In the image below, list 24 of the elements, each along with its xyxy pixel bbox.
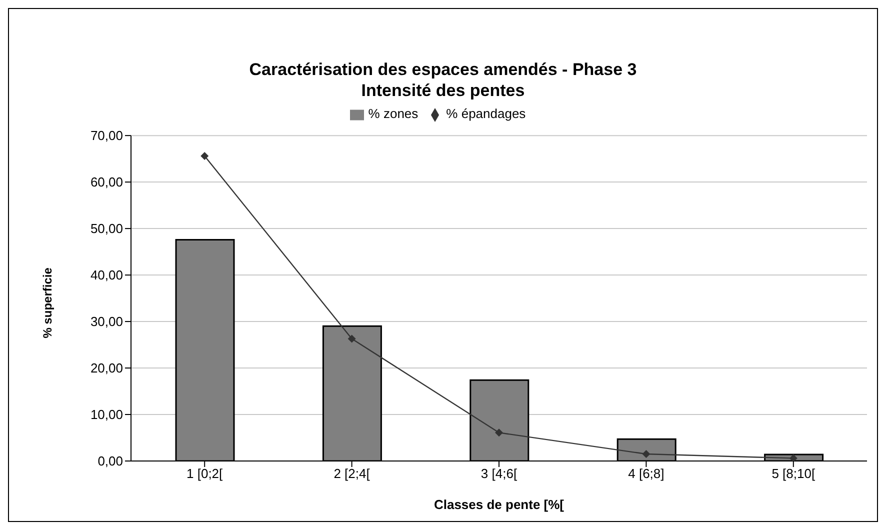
point — [200, 152, 209, 160]
legend-label: % épandages — [446, 106, 526, 121]
x-tick-label: 5 [8;10[ — [772, 466, 816, 482]
point — [348, 334, 356, 343]
x-tick-label: 2 [2;4[ — [334, 466, 370, 482]
x-axis-title: Classes de pente [%[ — [434, 497, 565, 512]
point — [495, 428, 503, 437]
y-axis-title: % superficie — [40, 267, 54, 338]
y-tick-label: 70,00 — [90, 128, 123, 144]
x-tick-label: 1 [0;2[ — [186, 466, 224, 482]
x-tick-label: 3 [4;6[ — [480, 466, 518, 482]
point — [642, 450, 650, 458]
point — [789, 454, 798, 461]
y-tick-label: 20,00 — [90, 360, 123, 376]
y-tick-label: 0,00 — [98, 454, 123, 469]
y-tick-label: 30,00 — [90, 314, 123, 330]
chart-title: Caractérisation des espaces amendés - Phase 3 — [248, 59, 638, 80]
chart-subtitle: Intensité des pentes — [360, 80, 526, 101]
x-tick-label: 4 [6;8] — [628, 466, 664, 482]
y-tick-label: 50,00 — [90, 221, 123, 236]
y-tick-label: 60,00 — [90, 174, 123, 190]
y-tick-label: 10,00 — [90, 407, 123, 422]
y-tick-label: 40,00 — [90, 268, 123, 283]
legend-label: % zones — [368, 106, 418, 121]
